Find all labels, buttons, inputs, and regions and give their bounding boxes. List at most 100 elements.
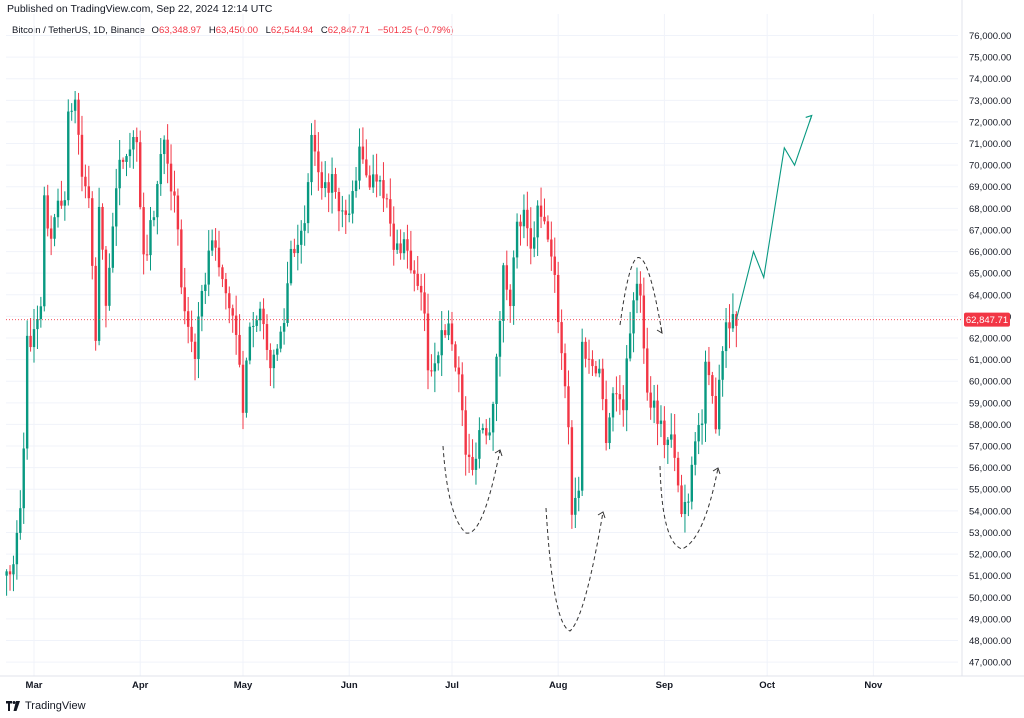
y-tick-label: 51,000.00 [969,571,1011,582]
y-tick-label: 59,000.00 [969,398,1011,409]
candle [29,318,32,352]
candle [584,337,587,368]
candle [704,350,707,442]
candle [142,192,145,275]
change-value: −501.25 (−0.79%) [377,25,454,36]
candle [327,173,330,213]
candle [574,477,577,529]
y-tick-label: 50,000.00 [969,593,1011,604]
footer: TradingView [6,700,86,712]
candle [467,433,471,473]
x-tick-label: Jul [445,680,459,691]
candle [108,253,111,311]
close-label: C [320,25,328,36]
candle [348,194,351,223]
tradingview-logo-icon [6,701,20,711]
candle [488,417,491,441]
price-axis[interactable]: 47,000.00 48,000.00 49,000.00 50,000.00 51,0… [964,31,1011,669]
price-chart[interactable]: 47,000.00 48,000.00 49,000.00 50,000.00 51,0… [0,0,1024,700]
candle [718,364,721,436]
candle [519,214,522,246]
open-value: 63,348.97 [158,25,202,36]
candle [680,474,683,518]
candle [666,437,670,464]
candle [628,311,632,362]
candle [447,310,450,341]
published-note: Published on TradingView.com, Sep 22, 20… [7,3,273,15]
candle [97,187,101,346]
candle [162,135,166,175]
candle [39,296,43,328]
candle [694,432,697,476]
candle [121,157,125,169]
candle [711,371,714,404]
y-tick-label: 53,000.00 [969,528,1011,539]
candle [687,493,690,517]
candle [622,385,625,427]
candle [659,405,663,438]
candle [272,349,276,389]
y-tick-label: 66,000.00 [969,247,1011,258]
candle [200,284,204,332]
candle [73,91,77,124]
candle [450,311,454,351]
candle [731,293,735,332]
candle [67,99,70,206]
candle [25,320,29,460]
y-tick-label: 70,000.00 [969,161,1011,172]
candle [19,490,22,540]
candle [217,230,221,277]
candle [173,170,176,213]
candle [84,164,87,199]
projection-line [735,115,813,320]
y-tick-label: 74,000.00 [969,74,1011,85]
candle [416,255,419,291]
candle [478,417,481,469]
candle [526,191,529,247]
candle [550,221,553,271]
candle [306,173,310,234]
candle [485,419,488,445]
y-tick-label: 69,000.00 [969,182,1011,193]
y-tick-label: 56,000.00 [969,463,1011,474]
dashed-arrowhead [494,449,503,457]
candle [676,451,680,493]
candle [663,406,666,459]
y-tick-label: 54,000.00 [969,506,1011,517]
candle [430,354,433,377]
footer-brand: TradingView [25,700,86,712]
candle [139,130,142,210]
candle [60,180,63,209]
candle [228,286,231,324]
x-tick-label: Sep [656,680,674,691]
candle [683,484,687,533]
candle [378,175,382,196]
candle [145,234,149,261]
candle [533,221,536,258]
candle [375,153,378,198]
candle [159,137,162,196]
x-tick-label: Nov [864,680,883,691]
candle [63,191,67,221]
candle [426,293,430,390]
low-value: 62,544.94 [270,25,314,36]
candle [642,277,646,364]
y-tick-label: 47,000.00 [969,658,1011,669]
time-axis[interactable]: Mar Apr May Jun Jul Aug Sep Oct Nov [26,680,884,691]
candle [594,360,598,377]
candle [344,199,347,234]
candle [190,310,193,353]
candle [313,119,317,166]
candle [670,413,673,448]
candle [286,261,289,327]
candle [337,187,341,232]
candle [498,311,502,377]
open-label: O [151,25,159,36]
y-tick-label: 55,000.00 [969,485,1011,496]
candle [560,309,563,370]
candle [193,333,197,381]
candle [43,186,46,312]
candle [255,315,258,333]
candle [724,307,728,368]
candle [474,442,478,485]
